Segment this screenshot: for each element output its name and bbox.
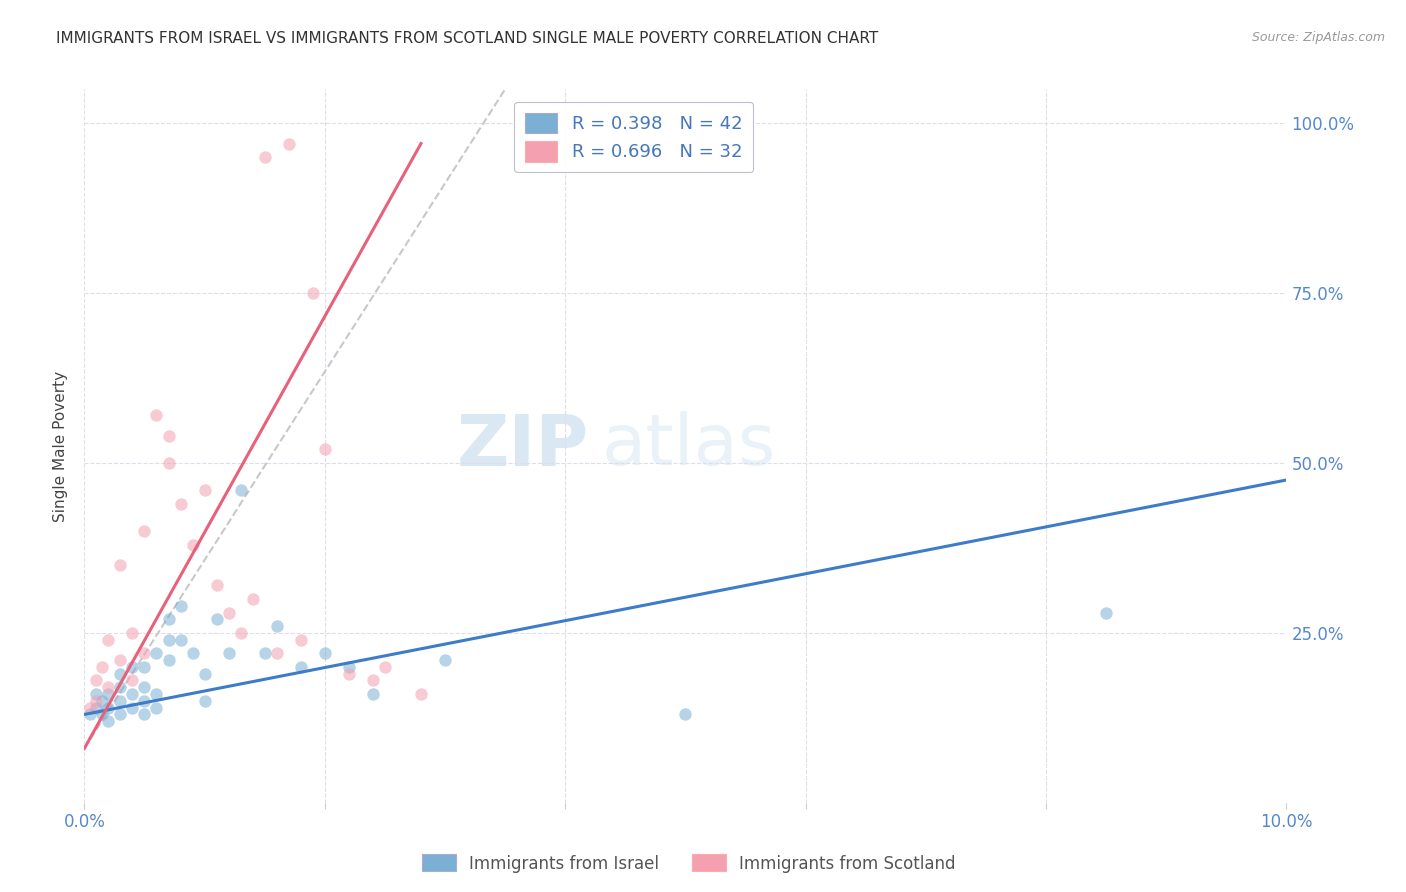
Point [266,619,288,633]
Point [675,707,697,722]
Point [134,680,156,694]
Point [169,599,191,613]
Point [229,483,252,498]
Point [121,626,143,640]
Point [86,700,108,714]
Point [134,707,156,722]
Text: ZIP: ZIP [457,411,589,481]
Point [205,612,228,626]
Point [277,136,299,151]
Point [97,632,120,647]
Point [157,429,180,443]
Y-axis label: Single Male Poverty: Single Male Poverty [53,370,69,522]
Point [1095,606,1118,620]
Point [229,626,252,640]
Point [169,497,191,511]
Point [121,673,143,688]
Point [91,707,114,722]
Point [110,694,132,708]
Point [97,714,120,729]
Point [145,687,167,701]
Point [253,646,276,660]
Point [157,612,180,626]
Point [290,660,312,674]
Point [290,632,312,647]
Point [110,653,132,667]
Point [110,680,132,694]
Point [110,558,132,572]
Point [434,653,457,667]
Point [361,687,384,701]
Point [121,687,143,701]
Point [194,666,217,681]
Point [361,673,384,688]
Text: atlas: atlas [602,411,776,481]
Point [86,673,108,688]
Point [337,660,360,674]
Point [157,632,180,647]
Point [86,694,108,708]
Text: Source: ZipAtlas.com: Source: ZipAtlas.com [1251,31,1385,45]
Point [337,666,360,681]
Point [218,606,240,620]
Point [121,700,143,714]
Point [266,646,288,660]
Point [110,666,132,681]
Point [110,707,132,722]
Point [145,409,167,423]
Point [157,653,180,667]
Point [205,578,228,592]
Point [145,700,167,714]
Point [97,680,120,694]
Point [181,537,204,551]
Point [218,646,240,660]
Point [121,660,143,674]
Point [242,591,264,606]
Point [169,632,191,647]
Point [134,660,156,674]
Point [253,150,276,164]
Point [134,694,156,708]
Point [314,646,336,660]
Point [97,700,120,714]
Point [86,687,108,701]
Point [79,700,101,714]
Point [157,456,180,470]
Point [79,707,101,722]
Legend: Immigrants from Israel, Immigrants from Scotland: Immigrants from Israel, Immigrants from … [416,847,962,880]
Point [194,694,217,708]
Point [409,687,432,701]
Point [314,442,336,457]
Point [181,646,204,660]
Legend: R = 0.398   N = 42, R = 0.696   N = 32: R = 0.398 N = 42, R = 0.696 N = 32 [515,102,754,172]
Point [194,483,217,498]
Point [91,694,114,708]
Point [301,286,323,301]
Point [91,660,114,674]
Point [134,646,156,660]
Point [374,660,396,674]
Point [97,687,120,701]
Point [145,646,167,660]
Text: IMMIGRANTS FROM ISRAEL VS IMMIGRANTS FROM SCOTLAND SINGLE MALE POVERTY CORRELATI: IMMIGRANTS FROM ISRAEL VS IMMIGRANTS FRO… [56,31,879,46]
Point [134,524,156,538]
